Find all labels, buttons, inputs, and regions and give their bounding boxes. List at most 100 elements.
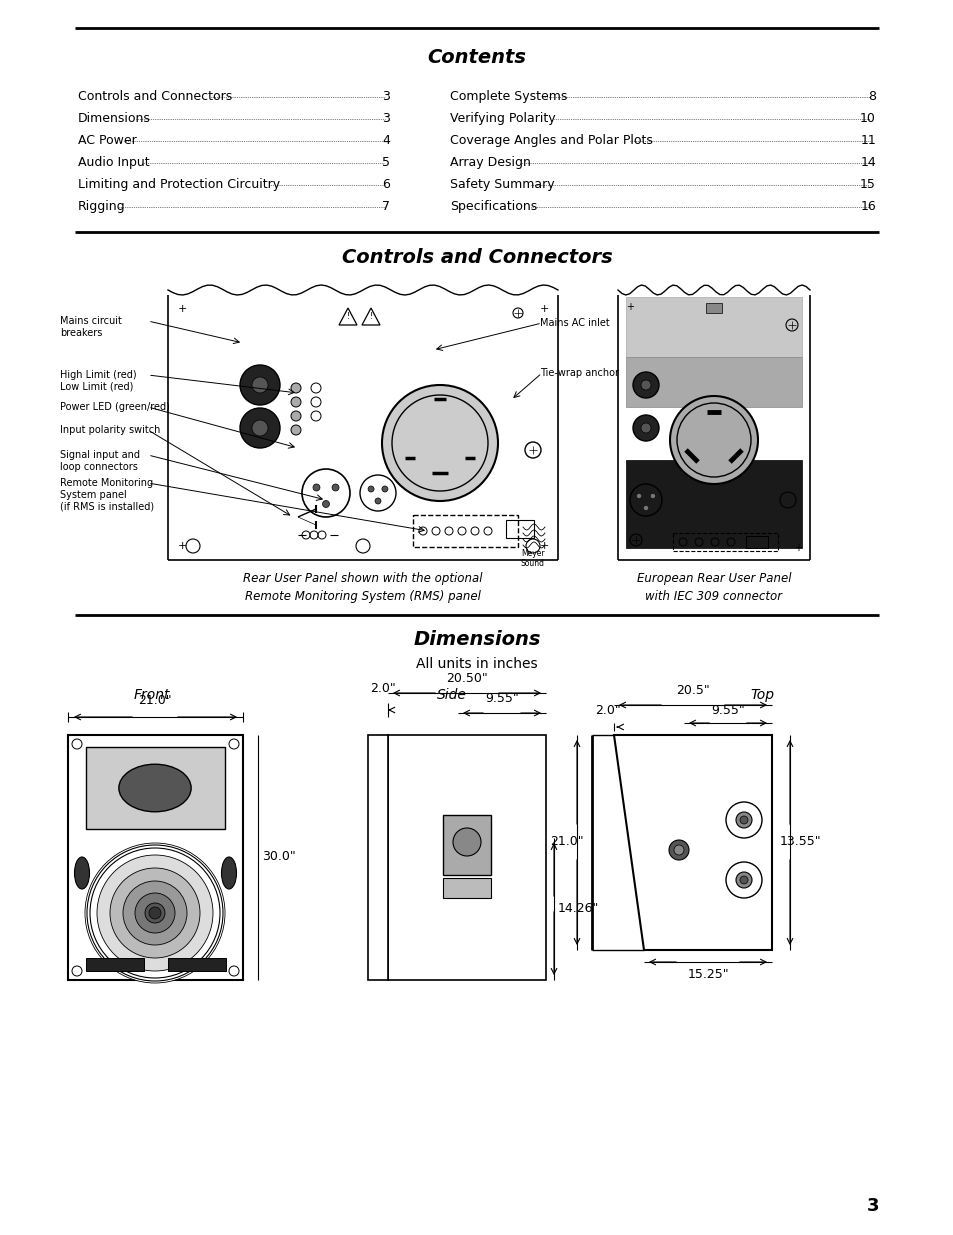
Text: Controls and Connectors: Controls and Connectors xyxy=(341,248,612,267)
Text: Array Design: Array Design xyxy=(450,156,530,169)
Bar xyxy=(86,747,225,829)
Text: 11: 11 xyxy=(860,135,875,147)
Text: Top: Top xyxy=(749,688,773,701)
Circle shape xyxy=(123,881,187,945)
Circle shape xyxy=(740,876,747,884)
Bar xyxy=(625,459,801,548)
Circle shape xyxy=(85,844,225,983)
Bar xyxy=(368,735,388,981)
Text: 30.0": 30.0" xyxy=(262,851,295,863)
Text: Tie-wrap anchor: Tie-wrap anchor xyxy=(539,368,618,378)
Text: +: + xyxy=(177,304,187,314)
Circle shape xyxy=(673,845,683,855)
Circle shape xyxy=(381,487,388,492)
Text: 20.50": 20.50" xyxy=(446,672,487,685)
Circle shape xyxy=(240,408,280,448)
Circle shape xyxy=(650,494,655,499)
Text: Controls and Connectors: Controls and Connectors xyxy=(78,90,232,103)
Text: 2.0": 2.0" xyxy=(370,682,395,695)
Text: Audio Input: Audio Input xyxy=(78,156,150,169)
Circle shape xyxy=(291,396,301,408)
Text: 2.0": 2.0" xyxy=(595,704,620,718)
Circle shape xyxy=(643,505,648,510)
Circle shape xyxy=(735,872,751,888)
Circle shape xyxy=(640,380,650,390)
Text: High Limit (red)
Low Limit (red): High Limit (red) Low Limit (red) xyxy=(60,370,136,391)
Text: 3: 3 xyxy=(865,1197,878,1215)
Text: +: + xyxy=(793,543,801,553)
Circle shape xyxy=(633,372,659,398)
Bar xyxy=(413,515,517,547)
Circle shape xyxy=(252,420,268,436)
Bar xyxy=(86,958,144,971)
Circle shape xyxy=(735,811,751,827)
Circle shape xyxy=(291,383,301,393)
Text: AC Power: AC Power xyxy=(78,135,136,147)
Text: Mains circuit
breakers: Mains circuit breakers xyxy=(60,316,122,337)
Circle shape xyxy=(669,396,758,484)
Text: Mains AC inlet: Mains AC inlet xyxy=(539,317,609,329)
Polygon shape xyxy=(614,735,771,950)
Text: Meyer
Sound: Meyer Sound xyxy=(520,550,544,568)
Text: Complete Systems: Complete Systems xyxy=(450,90,567,103)
Text: 3: 3 xyxy=(382,90,390,103)
Text: 8: 8 xyxy=(867,90,875,103)
Circle shape xyxy=(633,415,659,441)
Text: 21.0": 21.0" xyxy=(550,836,583,848)
Text: Specifications: Specifications xyxy=(450,200,537,212)
Text: 16: 16 xyxy=(860,200,875,212)
Text: 9.55": 9.55" xyxy=(710,704,744,718)
Bar xyxy=(442,878,491,898)
Text: Remote Monitoring
System panel
(if RMS is installed): Remote Monitoring System panel (if RMS i… xyxy=(60,478,154,511)
Circle shape xyxy=(149,906,161,919)
Text: Input polarity switch: Input polarity switch xyxy=(60,425,160,435)
Circle shape xyxy=(252,377,268,393)
Text: Limiting and Protection Circuitry: Limiting and Protection Circuitry xyxy=(78,178,280,191)
Text: 15.25": 15.25" xyxy=(686,968,728,981)
Text: Dimensions: Dimensions xyxy=(78,112,151,125)
Text: Rigging: Rigging xyxy=(78,200,126,212)
Bar xyxy=(442,815,491,876)
Circle shape xyxy=(291,411,301,421)
Text: Coverage Angles and Polar Plots: Coverage Angles and Polar Plots xyxy=(450,135,652,147)
Text: +: + xyxy=(177,541,187,551)
Circle shape xyxy=(640,424,650,433)
Circle shape xyxy=(381,385,497,501)
Bar xyxy=(505,520,534,538)
Text: 10: 10 xyxy=(860,112,875,125)
Text: 4: 4 xyxy=(382,135,390,147)
Text: Power LED (green/red): Power LED (green/red) xyxy=(60,403,170,412)
Bar xyxy=(705,303,721,312)
Text: 21.0": 21.0" xyxy=(138,694,172,706)
Bar xyxy=(745,536,767,548)
Text: 15: 15 xyxy=(860,178,875,191)
Circle shape xyxy=(135,893,174,932)
Ellipse shape xyxy=(119,764,191,811)
Bar xyxy=(388,735,545,981)
Bar xyxy=(625,357,801,408)
Circle shape xyxy=(313,484,319,492)
Text: !: ! xyxy=(346,312,349,321)
Circle shape xyxy=(453,827,480,856)
Circle shape xyxy=(332,484,338,492)
Text: 5: 5 xyxy=(381,156,390,169)
Ellipse shape xyxy=(221,857,236,889)
Bar xyxy=(68,735,243,981)
Text: Front: Front xyxy=(133,688,170,701)
Text: Rear User Panel shown with the optional
Remote Monitoring System (RMS) panel: Rear User Panel shown with the optional … xyxy=(243,572,482,603)
Text: Contents: Contents xyxy=(427,48,526,67)
Circle shape xyxy=(97,855,213,971)
Text: Verifying Polarity: Verifying Polarity xyxy=(450,112,555,125)
Bar xyxy=(168,958,226,971)
Text: 3: 3 xyxy=(382,112,390,125)
Text: Safety Summary: Safety Summary xyxy=(450,178,554,191)
Circle shape xyxy=(668,840,688,860)
Circle shape xyxy=(322,500,329,508)
Bar xyxy=(672,534,778,551)
Circle shape xyxy=(291,425,301,435)
Text: 14.26": 14.26" xyxy=(558,903,598,915)
Text: +: + xyxy=(538,541,548,551)
Text: Signal input and
loop connectors: Signal input and loop connectors xyxy=(60,450,140,472)
Circle shape xyxy=(636,494,641,499)
Bar xyxy=(625,296,801,357)
